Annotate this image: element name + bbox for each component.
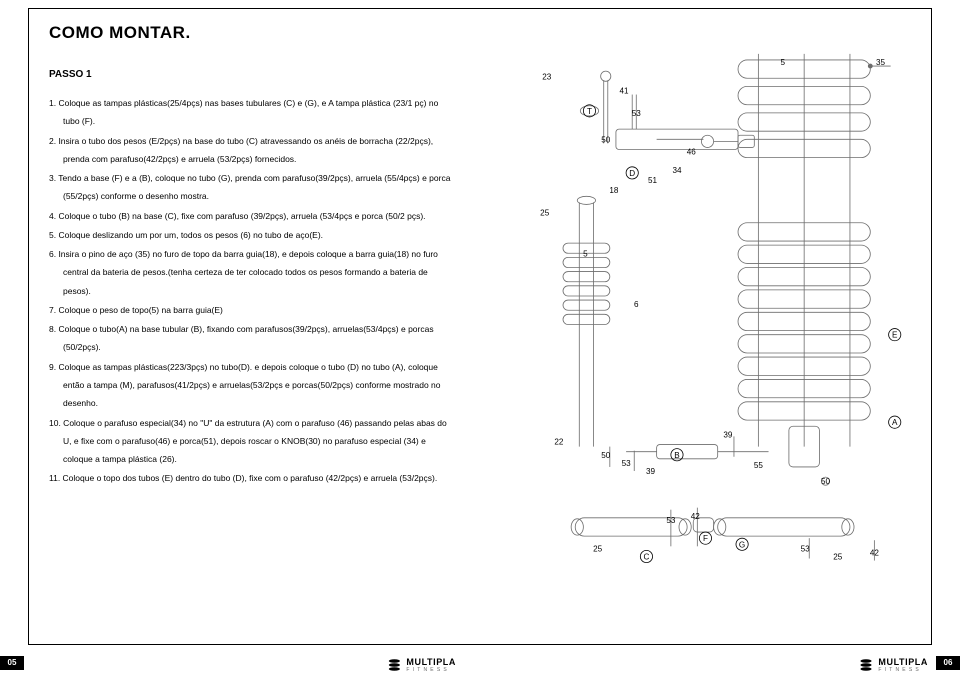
svg-text:5: 5 [781,58,786,67]
svg-text:C: C [644,553,650,562]
svg-text:D: D [629,169,635,178]
svg-text:53: 53 [666,516,676,525]
svg-text:50: 50 [601,451,611,460]
brand-sub: FITNESS [878,668,928,673]
left-page: COMO MONTAR. PASSO 1 1. Coloque as tampa… [29,9,480,644]
page-title: COMO MONTAR. [49,23,454,43]
footer: 05 06 MULTIPLA FITNESS MULTIPLA FITNESS [0,651,960,679]
brand-sub: FITNESS [406,668,456,673]
instruction-item: 3. Tendo a base (F) e a (B), coloque no … [49,169,454,206]
brand-name: MULTIPLA [406,658,456,667]
svg-text:41: 41 [620,87,630,96]
svg-text:42: 42 [870,548,880,557]
svg-text:25: 25 [540,209,550,218]
instruction-item: 10. Coloque o parafuso especial(34) no "… [49,414,454,469]
assembly-diagram: 23 41 53 T 50 18 D 51 34 46 25 5 6 22 50 53 39 B 39 55 50 53 4… [504,21,911,628]
diagram-svg: 23 41 53 T 50 18 D 51 34 46 25 5 6 22 50 53 39 B 39 55 50 53 4… [504,21,911,628]
spread: COMO MONTAR. PASSO 1 1. Coloque as tampa… [29,9,931,644]
svg-text:39: 39 [646,467,656,476]
svg-text:39: 39 [723,430,733,439]
svg-text:53: 53 [801,544,811,553]
brand-left: MULTIPLA FITNESS [386,657,456,673]
instruction-item: 4. Coloque o tubo (B) na base (C), fixe … [49,207,454,225]
instructions-list: 1. Coloque as tampas plásticas(25/4pçs) … [49,94,454,488]
svg-text:E: E [892,331,898,340]
brand-name: MULTIPLA [878,658,928,667]
svg-text:18: 18 [609,186,619,195]
instruction-item: 6. Insira o pino de aço (35) no furo de … [49,245,454,300]
instruction-item: 1. Coloque as tampas plásticas(25/4pçs) … [49,94,454,131]
page-number-right: 06 [936,656,960,670]
svg-text:50: 50 [601,135,611,144]
svg-text:25: 25 [833,553,843,562]
svg-text:53: 53 [632,109,642,118]
svg-text:F: F [703,534,708,543]
svg-text:46: 46 [687,148,697,157]
svg-text:6: 6 [634,300,639,309]
svg-text:50: 50 [821,477,831,486]
svg-text:51: 51 [648,176,658,185]
instruction-item: 11. Coloque o topo dos tubos (E) dentro … [49,469,454,487]
brand-logo-icon [858,657,874,673]
svg-text:25: 25 [593,544,603,553]
instruction-item: 5. Coloque deslizando um por um, todos o… [49,226,454,244]
svg-text:35: 35 [876,58,886,67]
right-page: 23 41 53 T 50 18 D 51 34 46 25 5 6 22 50 53 39 B 39 55 50 53 4… [480,9,931,644]
svg-text:T: T [587,107,592,116]
instruction-item: 8. Coloque o tubo(A) na base tubular (B)… [49,320,454,357]
instruction-item: 9. Coloque as tampas plásticas(223/3pçs)… [49,358,454,413]
svg-text:23: 23 [542,72,552,81]
svg-text:53: 53 [622,459,632,468]
page-frame: COMO MONTAR. PASSO 1 1. Coloque as tampa… [28,8,932,645]
svg-text:5: 5 [583,249,588,258]
svg-text:22: 22 [554,438,564,447]
svg-text:G: G [739,540,745,549]
brand-right: MULTIPLA FITNESS [858,657,928,673]
step-label: PASSO 1 [49,69,454,80]
svg-text:42: 42 [691,512,701,521]
instruction-item: 2. Insira o tubo dos pesos (E/2pçs) na b… [49,132,454,169]
svg-text:A: A [892,418,898,427]
svg-text:34: 34 [672,166,682,175]
brand-logo-icon [386,657,402,673]
svg-text:B: B [674,451,679,460]
page-number-left: 05 [0,656,24,670]
svg-text:55: 55 [754,461,764,470]
instruction-item: 7. Coloque o peso de topo(5) na barra gu… [49,301,454,319]
